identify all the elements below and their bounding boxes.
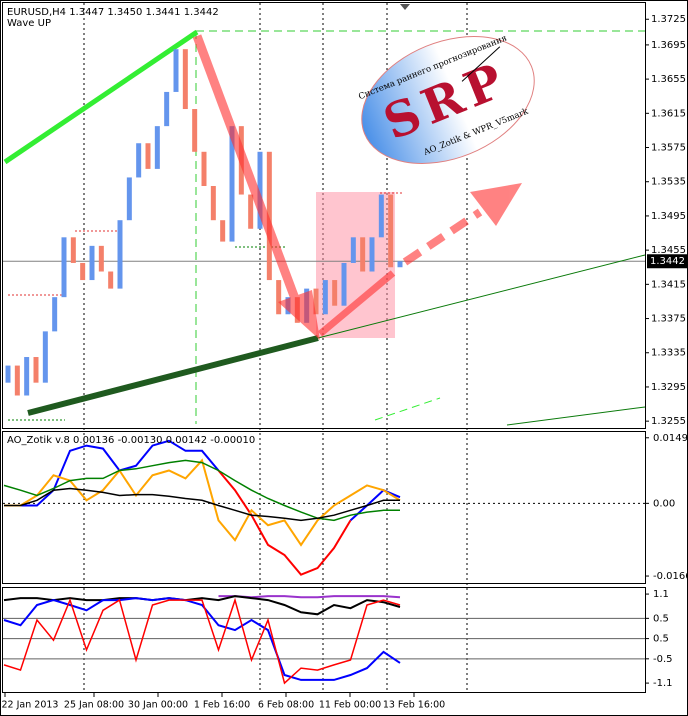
bar: [257, 151, 263, 229]
wave-arrow: [402, 208, 483, 266]
trend-lines: [3, 29, 646, 426]
chart-subtitle: Wave UP: [7, 18, 51, 29]
indicator-line: [3, 595, 401, 616]
price-box: [647, 254, 687, 269]
y-tick-label: 0.01498: [653, 433, 688, 444]
bar: [229, 126, 235, 242]
y-tick-label: 1.3575: [651, 143, 686, 154]
bar: [14, 365, 20, 396]
y-tick-label: -0.5: [653, 654, 673, 665]
y-tick-label: 0.00: [653, 498, 675, 509]
bar: [210, 185, 216, 221]
x-tick-label: 13 Feb 16:00: [383, 700, 445, 711]
trend-line: [506, 406, 646, 426]
y-tick-label: 1.3335: [651, 348, 686, 359]
bar: [248, 194, 254, 229]
y-tick-label: 1.3725: [651, 14, 686, 25]
bar: [126, 177, 132, 221]
bar: [164, 91, 170, 127]
bar: [397, 261, 403, 268]
bar: [145, 143, 151, 169]
bar: [360, 237, 366, 272]
y-tick-label: 1.3695: [651, 40, 686, 51]
bar: [42, 331, 48, 383]
arrow-head: [470, 183, 522, 226]
y-tick-label: 1.3655: [651, 74, 686, 85]
bar: [61, 237, 67, 298]
bar: [266, 151, 272, 281]
y-tick-label: 1.3375: [651, 314, 686, 325]
bar: [378, 194, 384, 238]
indicator-line: [4, 487, 400, 522]
y-tick-label: 1.1: [653, 589, 669, 600]
y-tick-label: 0.5: [653, 613, 669, 624]
x-tick-label: 22 Jan 2013: [2, 700, 59, 711]
chart-title: EURUSD,H4 1.3447 1.3450 1.3441 1.3442: [7, 7, 219, 18]
y-tick-label: 1.3415: [651, 279, 686, 290]
bar: [108, 271, 114, 289]
y-tick-label: 1.3535: [651, 177, 686, 188]
x-tick-label: 6 Feb 08:00: [258, 700, 314, 711]
trend-line: [27, 335, 319, 416]
bar: [322, 280, 328, 315]
trend-line: [3, 29, 199, 165]
bar: [182, 49, 188, 110]
ao-pane: [2, 431, 646, 584]
indicator-line: [3, 597, 401, 685]
x-tick-label: 30 Jan 00:00: [128, 700, 188, 711]
bar: [388, 194, 394, 268]
x-tick-label: 1 Feb 16:00: [194, 700, 250, 711]
bar: [192, 109, 198, 152]
y-tick-label: 1.3495: [651, 211, 686, 222]
logo-ellipse: [361, 36, 535, 164]
bar: [173, 49, 179, 92]
trend-line: [317, 254, 646, 339]
x-tick-label: 25 Jan 08:00: [64, 700, 124, 711]
bar: [117, 220, 123, 289]
x-tick-label: 11 Feb 00:00: [319, 700, 381, 711]
wpr-pane: [2, 587, 646, 693]
wave-arrow: [317, 270, 396, 337]
bar: [52, 297, 58, 332]
price-label: 1.3442: [650, 256, 685, 267]
bar: [70, 237, 76, 263]
wave-arrows: [192, 34, 522, 340]
bar: [136, 143, 142, 178]
bar: [350, 237, 356, 263]
indicator-line: [217, 469, 352, 576]
bar: [201, 151, 207, 186]
y-tick-label: 1.3455: [651, 245, 686, 256]
logo-arrow: [461, 46, 501, 82]
arrow-head: [278, 290, 320, 340]
bar: [341, 262, 347, 306]
y-tick-label: -1.1: [653, 678, 673, 689]
bar: [332, 280, 338, 306]
bar: [5, 365, 11, 383]
y-tick-label: 0.5: [653, 634, 669, 645]
trend-line: [374, 397, 441, 421]
bar: [80, 262, 86, 281]
y-tick-label: 1.3255: [651, 416, 686, 427]
bar: [369, 237, 375, 272]
bar: [98, 245, 104, 272]
y-tick-label: -0.01661: [653, 571, 688, 582]
y-tick-label: 1.3615: [651, 108, 686, 119]
bar: [89, 245, 95, 281]
bar: [24, 357, 30, 396]
y-tick-label: 1.3295: [651, 382, 686, 393]
bar: [33, 357, 39, 383]
bar: [276, 280, 282, 315]
indicator-line: [3, 597, 401, 681]
bar: [220, 220, 226, 242]
shift-marker: [400, 4, 410, 10]
pane-title: AO_Zotik v.8 0.00136 -0.00130 0.00142 -0…: [7, 435, 255, 446]
wave-arrow: [192, 34, 305, 314]
bar: [313, 288, 319, 315]
bar: [154, 126, 160, 169]
indicator-line: [3, 459, 400, 522]
